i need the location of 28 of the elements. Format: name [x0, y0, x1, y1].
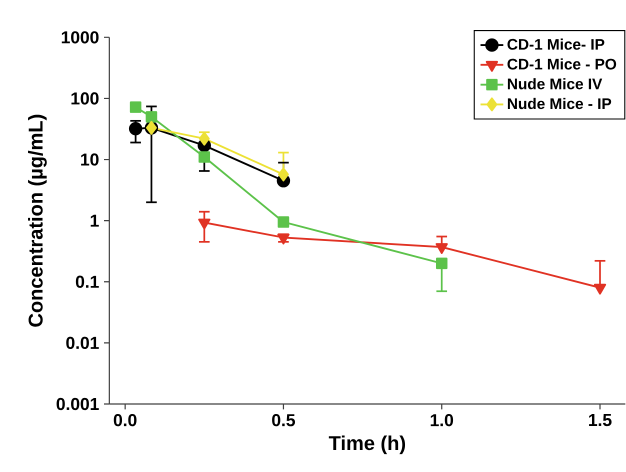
x-tick-label: 0.0	[114, 414, 137, 426]
legend-label: CD-1 Mice- IP	[508, 38, 604, 50]
y-tick-label: 0.001	[56, 398, 99, 410]
legend-label: CD-1 Mice - PO	[508, 58, 616, 70]
point	[198, 151, 210, 163]
point	[128, 122, 142, 136]
legend-label: Nude Mice - IP	[508, 98, 612, 110]
y-tick-label: 0.1	[76, 276, 99, 288]
y-tick-label: 0.01	[66, 336, 99, 350]
x-tick-label: 1.5	[589, 414, 612, 426]
x-axis-title: Time (h)	[328, 435, 406, 454]
point	[436, 243, 448, 254]
legend-label: Nude Mice IV	[508, 78, 602, 90]
point	[146, 111, 158, 123]
x-tick-label: 1.0	[430, 414, 454, 426]
x-tick-label: 0.5	[272, 414, 296, 426]
point	[198, 218, 210, 230]
point	[198, 132, 210, 146]
y-axis-title: Concentration (µg/mL)	[28, 114, 47, 327]
y-tick-label: 10	[81, 153, 99, 166]
point	[436, 258, 448, 270]
y-tick-label: 1000	[62, 31, 99, 44]
point	[594, 284, 606, 295]
y-tick-label: 1	[90, 214, 99, 227]
point	[278, 216, 290, 228]
y-tick-label: 100	[71, 92, 99, 105]
point	[278, 168, 289, 182]
point	[130, 101, 142, 113]
